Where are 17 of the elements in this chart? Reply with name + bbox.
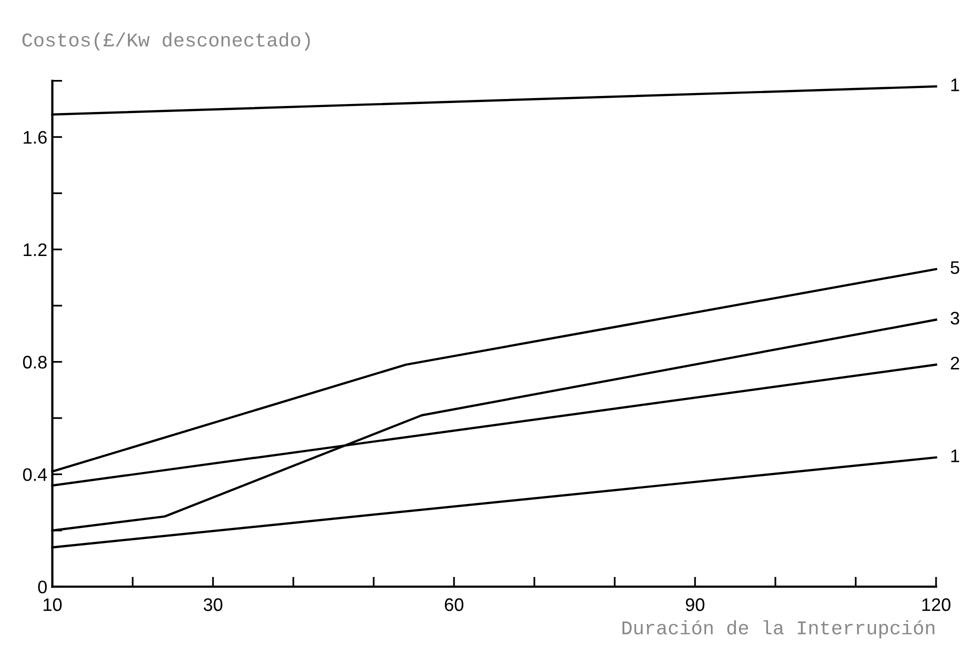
y-tick-label: 1.6 — [24, 130, 47, 144]
series-label: 1 — [951, 450, 960, 462]
x-tick-label: 30 — [204, 598, 222, 612]
y-tick-label: 0.8 — [23, 356, 47, 369]
x-tick-label: 120 — [922, 598, 950, 612]
x-tick-label: 90 — [686, 598, 704, 612]
x-axis-title: Duración de la Interrupción — [622, 620, 934, 638]
series-label: 3 — [950, 312, 960, 325]
y-tick-label: 1.2 — [24, 243, 47, 256]
y-tick-label: 0 — [38, 580, 47, 594]
series-label: 5 — [950, 261, 960, 274]
series-label: 1 — [951, 78, 960, 92]
y-axis-title: Costos(£/Kw desconectado) — [22, 32, 310, 50]
y-tick-label: 0.4 — [23, 468, 47, 481]
x-tick-label: 60 — [444, 598, 464, 612]
series-label: 2 — [950, 356, 960, 370]
x-tick-label: 10 — [44, 598, 62, 612]
